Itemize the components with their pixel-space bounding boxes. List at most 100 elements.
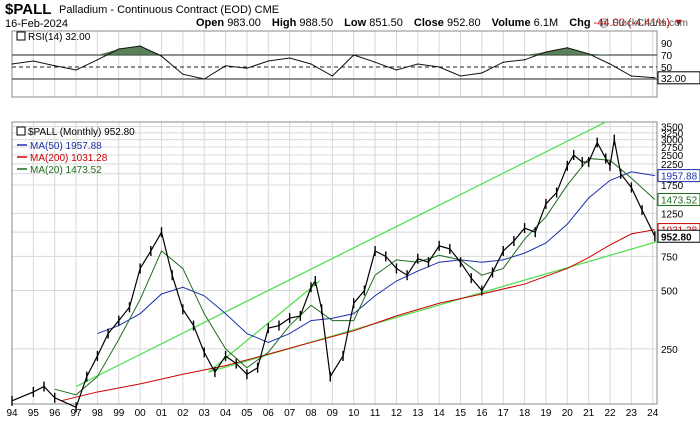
x-tick-label: 10 (348, 408, 360, 419)
rsi-frame (11, 30, 658, 98)
x-tick-label: 16 (476, 408, 488, 419)
price-legend-swatch (16, 126, 26, 136)
rsi-legend-label: RSI(14) 32.00 (28, 32, 91, 43)
ma50-value-tag-box (657, 169, 700, 183)
volume-value: 6.1M (533, 17, 559, 29)
x-tick-label: 99 (113, 408, 125, 419)
price-y-tick-label: 2500 (661, 151, 684, 162)
price-panel (11, 121, 660, 413)
series-line-ma-200- (61, 229, 655, 402)
legend-label-ma-20-: MA(20) 1473.52 (30, 165, 102, 176)
x-tick-label: 11 (370, 408, 381, 419)
x-tick-label: 20 (562, 408, 574, 419)
x-tick-label: 17 (498, 408, 510, 419)
rsi-legend-swatch (16, 31, 26, 41)
close-value: 952.80 (446, 17, 481, 29)
x-tick-label: 23 (626, 408, 638, 419)
rsi-point (353, 54, 355, 56)
rsi-point (32, 60, 34, 62)
x-tick-label: 18 (519, 408, 531, 419)
rsi-point (54, 65, 56, 67)
rsi-y-tick-label: 90 (661, 39, 673, 50)
ma50-value-tag: 1957.88 (657, 169, 700, 183)
rsi-point (588, 53, 590, 55)
rsi-y-tick-label: 70 (661, 51, 673, 62)
x-tick-label: 98 (92, 408, 104, 419)
price-legend-label: $PALL (Monthly) 952.80 (28, 127, 135, 138)
price-value-label: 952.80 (661, 232, 692, 243)
x-tick-label: 04 (220, 408, 232, 419)
x-tick-label: 13 (412, 408, 424, 419)
rsi-point (459, 75, 462, 77)
rsi-point (96, 59, 99, 61)
rsi-point (160, 55, 163, 57)
x-tick-label: 22 (604, 408, 616, 419)
x-tick-label: 95 (28, 408, 40, 419)
ma50-value-tag-label: 1957.88 (661, 172, 698, 183)
rsi-point (566, 47, 568, 49)
legend: RSI(14) 32.00 $PALL (Monthly) 952.80 MA(50… (16, 31, 135, 176)
price-y-tick-label: 3500 (661, 123, 684, 134)
trendline-upper-channel (75, 121, 607, 388)
chg-label: Chg (569, 17, 591, 29)
x-tick-label: 05 (241, 408, 253, 419)
rsi-point (374, 61, 376, 63)
open-value: 983.00 (227, 17, 261, 29)
company-label: Palladium - Continuous Contract (EOD) (59, 4, 252, 16)
x-tick-label: 12 (391, 408, 403, 419)
high-value: 988.50 (299, 17, 334, 29)
company-name: Palladium - Continuous Contract (EOD) CM… (59, 4, 279, 16)
rsi-panel (11, 30, 658, 98)
rsi-point (203, 78, 205, 80)
volume-label: Volume (491, 17, 531, 29)
x-tick-label: 94 (6, 408, 18, 419)
price-y-tick-label: 1250 (661, 209, 684, 220)
x-tick-label: 03 (199, 408, 211, 419)
rsi-point (310, 63, 312, 65)
price-y-tick-label: 2250 (661, 160, 684, 171)
quote-date: 16-Feb-2024 (5, 18, 68, 30)
legend-label-ma-200-: MA(200) 1031.28 (30, 153, 108, 164)
down-triangle-icon: ▼ (673, 17, 685, 29)
series-line-ma-20- (54, 157, 656, 396)
price-y-tick-label: 1750 (661, 181, 684, 192)
low-value: 851.50 (369, 17, 403, 29)
ma20-value-tag-label: 1473.52 (661, 196, 698, 207)
rsi-point (609, 63, 611, 65)
x-tick-label: 14 (434, 408, 446, 419)
rsi-point (523, 59, 526, 61)
rsi-point (481, 72, 483, 74)
rsi-point (630, 75, 632, 77)
rsi-point (75, 69, 77, 71)
x-tick-label: 97 (71, 408, 83, 419)
rsi-point (545, 51, 547, 53)
price-y-tick-label: 2750 (661, 143, 684, 154)
x-tick-label: 21 (583, 408, 595, 419)
series-line--pall (11, 139, 656, 409)
ticker-symbol: $PALL (5, 1, 52, 18)
main-grid (11, 122, 657, 404)
rsi-value-tag: 32.00 (657, 71, 700, 85)
x-tick-label: 02 (177, 408, 189, 419)
open-label: Open (196, 17, 225, 29)
x-tick-label: 19 (540, 408, 552, 419)
rsi-point (224, 65, 227, 67)
series-line-ma-50- (97, 171, 655, 343)
high-label: High (271, 17, 297, 29)
rsi-point (182, 73, 184, 75)
ma20-value-tag: 1473.52 (657, 193, 700, 207)
legend-label-ma-50-: MA(50) 1957.88 (30, 141, 102, 152)
chg-value: -44.00 (-4.41%) (593, 17, 671, 29)
rsi-point (502, 61, 504, 63)
rsi-point (417, 63, 419, 65)
ma20-value-tag-box (657, 193, 700, 207)
rsi-point (139, 45, 141, 47)
x-tick-label: 09 (327, 408, 339, 419)
price-y-tick-label: 250 (661, 345, 678, 356)
rsi-point (118, 48, 120, 50)
x-tick-label: 15 (455, 408, 467, 419)
x-tick-label: 96 (49, 408, 61, 419)
low-label: Low (344, 17, 367, 29)
rsi-point (289, 57, 291, 59)
